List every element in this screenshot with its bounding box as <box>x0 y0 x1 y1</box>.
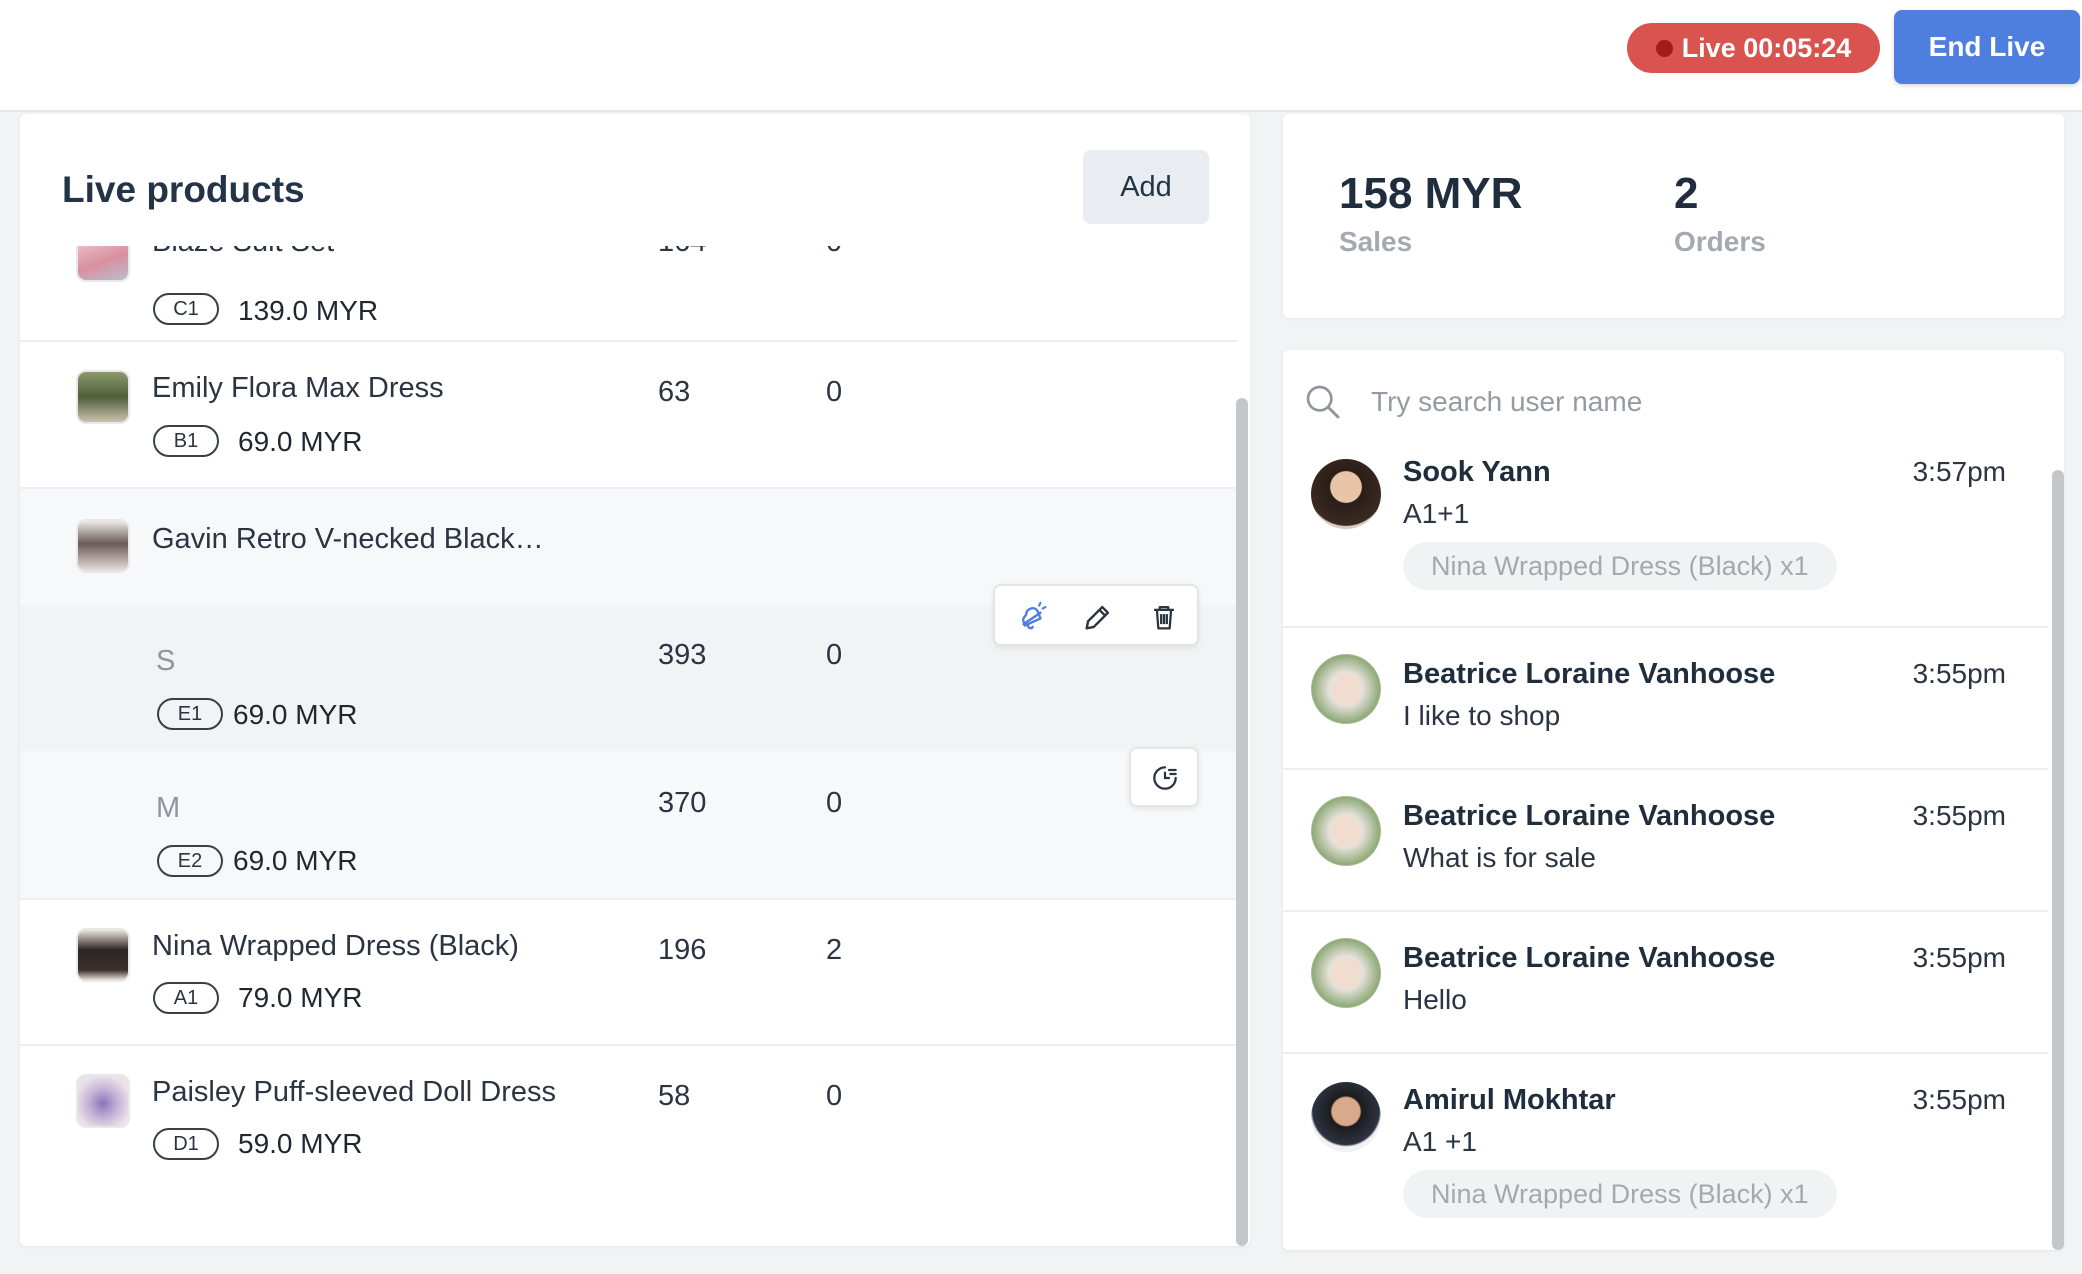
product-row[interactable]: Emily Flora Max Dress B1 69.0 MYR 63 0 <box>20 342 1238 489</box>
live-timer-label: Live 00:05:24 <box>1681 32 1852 63</box>
product-name: Emily Flora Max Dress <box>152 372 444 404</box>
variant-sold: 0 <box>826 787 843 819</box>
product-row[interactable]: Nina Wrapped Dress (Black) A1 79.0 MYR 1… <box>20 900 1238 1046</box>
variant-price: 69.0 MYR <box>233 845 358 876</box>
avatar <box>1311 796 1381 866</box>
product-sold: 0 <box>826 1080 843 1112</box>
chat-time: 3:55pm <box>1912 942 2006 973</box>
avatar <box>1311 459 1381 529</box>
product-list-scrollbar[interactable] <box>1236 398 1248 1246</box>
end-live-button[interactable]: End Live <box>1894 10 2080 84</box>
avatar <box>1311 1082 1381 1152</box>
product-thumbnail <box>76 370 130 424</box>
product-code-tag: D1 <box>153 1128 219 1160</box>
add-product-button[interactable]: Add <box>1083 150 1209 224</box>
product-quantity: 196 <box>658 934 707 966</box>
sales-label: Sales <box>1339 226 1413 257</box>
chat-text: I like to shop <box>1403 700 1561 731</box>
product-code-tag: A1 <box>153 982 219 1014</box>
chat-message[interactable]: Beatrice Loraine Vanhoose 3:55pm Hello <box>1283 912 2048 1054</box>
variant-name: S <box>156 645 176 677</box>
product-name: Blaze Suit Set <box>152 246 334 259</box>
live-products-panel: Live products Add Blaze Suit Set C1 139.… <box>20 114 1250 1246</box>
product-quantity: 58 <box>658 1080 691 1112</box>
search-icon <box>1306 385 1340 419</box>
bell-icon[interactable] <box>1015 600 1049 634</box>
product-thumbnail <box>76 928 130 982</box>
chat-time: 3:55pm <box>1912 1084 2006 1115</box>
avatar <box>1311 654 1381 724</box>
variant-name: M <box>156 792 181 824</box>
product-quantity: 164 <box>658 246 706 259</box>
product-name: Paisley Puff-sleeved Doll Dress <box>152 1076 557 1108</box>
pencil-icon[interactable] <box>1081 600 1115 634</box>
product-list[interactable]: Blaze Suit Set C1 139.0 MYR 164 0 Emily … <box>20 246 1238 1246</box>
product-row[interactable]: Blaze Suit Set C1 139.0 MYR 164 0 <box>20 246 1238 342</box>
product-sold: 0 <box>826 246 842 259</box>
product-row[interactable]: Gavin Retro V-necked Black… <box>20 489 1238 605</box>
chat-time: 3:55pm <box>1912 800 2006 831</box>
user-search-input[interactable] <box>1371 376 1971 428</box>
recording-dot-icon <box>1655 39 1673 57</box>
product-name: Nina Wrapped Dress (Black) <box>152 930 519 962</box>
orders-label: Orders <box>1674 226 1766 257</box>
clock-icon <box>1153 766 1177 790</box>
product-price: 59.0 MYR <box>238 1128 363 1159</box>
order-chip: Nina Wrapped Dress (Black) x1 <box>1403 1170 1837 1218</box>
product-thumbnail <box>76 246 130 282</box>
live-chat-panel: Sook Yann 3:57pm A1+1 Nina Wrapped Dress… <box>1283 350 2064 1250</box>
chat-time: 3:55pm <box>1912 658 2006 689</box>
variant-price: 69.0 MYR <box>233 699 358 730</box>
product-price: 69.0 MYR <box>238 426 363 457</box>
chat-user-name: Amirul Mokhtar <box>1403 1084 1616 1116</box>
chat-time: 3:57pm <box>1912 456 2006 487</box>
chat-user-name: Beatrice Loraine Vanhoose <box>1403 942 1776 974</box>
variant-quantity: 370 <box>658 787 707 819</box>
product-quantity: 63 <box>658 376 691 408</box>
product-price: 139.0 MYR <box>238 295 379 326</box>
live-stats-card: 158 MYR Sales 2 Orders <box>1283 114 2064 318</box>
variant-quantity: 393 <box>658 639 707 671</box>
chat-text: Hello <box>1403 984 1467 1015</box>
variant-code-tag: E2 <box>157 845 223 877</box>
chat-message[interactable]: Sook Yann 3:57pm A1+1 Nina Wrapped Dress… <box>1283 452 2048 628</box>
variant-sold: 0 <box>826 639 843 671</box>
chat-user-name: Beatrice Loraine Vanhoose <box>1403 800 1776 832</box>
trash-icon[interactable] <box>1147 600 1181 634</box>
avatar <box>1311 938 1381 1008</box>
chat-text: A1+1 <box>1403 498 1470 529</box>
orders-value: 2 <box>1674 169 1699 218</box>
chat-scrollbar[interactable] <box>2052 470 2064 1250</box>
order-chip: Nina Wrapped Dress (Black) x1 <box>1403 542 1837 590</box>
chat-user-name: Sook Yann <box>1403 456 1551 488</box>
chat-message[interactable]: Beatrice Loraine Vanhoose 3:55pm What is… <box>1283 770 2048 912</box>
chat-user-name: Beatrice Loraine Vanhoose <box>1403 658 1776 690</box>
sales-value: 158 MYR <box>1339 169 1523 218</box>
row-action-toolbar <box>993 584 1199 646</box>
product-thumbnail <box>76 1074 130 1128</box>
chat-text: A1 +1 <box>1403 1126 1477 1157</box>
product-sold: 0 <box>826 376 843 408</box>
product-thumbnail <box>76 519 130 573</box>
panel-title: Live products <box>62 169 305 210</box>
chat-message[interactable]: Amirul Mokhtar 3:55pm A1 +1 Nina Wrapped… <box>1283 1054 2048 1250</box>
product-code-tag: C1 <box>153 293 219 325</box>
product-sold: 2 <box>826 934 843 966</box>
top-bar: Live 00:05:24 End Live <box>0 0 2082 112</box>
chat-message[interactable]: Beatrice Loraine Vanhoose 3:55pm I like … <box>1283 628 2048 770</box>
variant-code-tag: E1 <box>157 698 223 730</box>
schedule-button[interactable] <box>1129 747 1199 807</box>
product-name: Gavin Retro V-necked Black… <box>152 523 544 555</box>
chat-text: What is for sale <box>1403 842 1596 873</box>
live-timer-badge: Live 00:05:24 <box>1627 23 1880 73</box>
product-row[interactable]: Paisley Puff-sleeved Doll Dress D1 59.0 … <box>20 1046 1238 1192</box>
product-code-tag: B1 <box>153 425 219 457</box>
product-price: 79.0 MYR <box>238 982 363 1013</box>
variant-row[interactable]: M E2 69.0 MYR 370 0 <box>20 751 1238 900</box>
